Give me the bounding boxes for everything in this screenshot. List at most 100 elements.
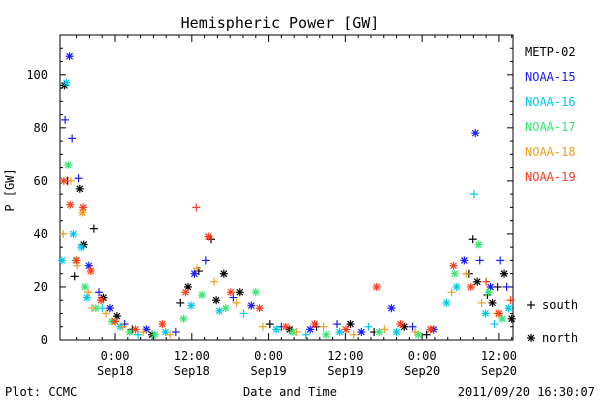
marker-stroke — [142, 325, 150, 333]
data-point-north — [57, 256, 66, 265]
data-point-south — [74, 174, 83, 183]
x-tick-date: Sep19 — [251, 364, 287, 378]
marker-stroke — [527, 334, 535, 342]
marker-legend: south north — [527, 298, 578, 345]
data-point-north — [400, 322, 409, 331]
marker-stroke — [482, 310, 489, 317]
x-tick-date: Sep20 — [481, 364, 517, 378]
data-point-north — [161, 328, 170, 337]
data-point-south — [95, 288, 104, 297]
data-point-south — [139, 328, 148, 337]
data-point-south — [462, 269, 471, 278]
data-point-north — [488, 298, 497, 307]
marker-stroke — [212, 296, 220, 304]
data-point-north — [396, 320, 405, 329]
data-point-north — [181, 288, 190, 297]
marker-stroke — [66, 201, 74, 209]
data-point-south — [477, 298, 486, 307]
marker-stroke — [471, 129, 479, 137]
data-point-south — [506, 296, 515, 305]
x-tick-time: 0:00 — [254, 349, 283, 363]
marker-stroke — [500, 270, 508, 278]
data-point-north — [235, 288, 244, 297]
data-point-south — [102, 309, 111, 318]
marker-stroke — [132, 325, 139, 333]
data-point-north — [507, 314, 516, 323]
marker-stroke — [222, 304, 230, 312]
marker-stroke — [453, 283, 461, 291]
data-point-south — [380, 325, 389, 334]
data-point-north — [466, 282, 475, 291]
marker-stroke — [485, 288, 493, 296]
marker-stroke — [393, 328, 400, 336]
marker-stroke — [375, 328, 383, 336]
data-point-north — [247, 301, 256, 310]
data-point-north — [80, 282, 89, 291]
data-point-south — [73, 261, 82, 270]
data-point-south — [192, 264, 201, 273]
data-point-north — [62, 78, 71, 87]
data-point-north — [310, 320, 319, 329]
x-tick-time: 0:00 — [101, 349, 130, 363]
data-point-north — [449, 261, 458, 270]
data-point-south — [292, 328, 301, 337]
x-axis-label: Date and Time — [243, 385, 337, 399]
data-point-north — [64, 160, 73, 169]
data-point-north — [198, 290, 207, 299]
data-point-north — [322, 330, 331, 339]
data-point-north — [474, 240, 483, 249]
marker-stroke — [252, 288, 260, 296]
data-point-south — [210, 277, 219, 286]
marker-stroke — [77, 243, 85, 251]
data-point-north — [82, 293, 91, 302]
y-axis-label: P [GW] — [3, 168, 17, 211]
data-point-south — [364, 322, 373, 331]
marker-stroke — [215, 307, 223, 315]
data-point-south — [319, 322, 328, 331]
y-tick-label: 40 — [34, 227, 48, 241]
data-point-north — [79, 203, 88, 212]
marker-stroke — [83, 294, 91, 301]
marker-stroke — [78, 209, 86, 217]
data-point-south — [490, 320, 499, 329]
data-point-north — [500, 269, 509, 278]
data-point-south — [61, 115, 70, 124]
marker-stroke — [58, 257, 66, 264]
marker-stroke — [81, 283, 89, 291]
data-point-south — [482, 277, 491, 286]
marker-stroke — [85, 262, 93, 270]
data-point-south — [475, 256, 484, 265]
marker-stroke — [272, 325, 280, 333]
data-point-south — [502, 282, 511, 291]
data-point-south — [411, 328, 420, 337]
x-axis-ticks: 0:00Sep1812:00Sep180:00Sep1912:00Sep190:… — [76, 35, 517, 378]
marker-stroke — [66, 52, 74, 60]
data-point-south — [70, 272, 79, 281]
plot-credit: Plot: CCMC — [5, 385, 77, 399]
data-point-south — [118, 322, 127, 331]
x-tick-date: Sep19 — [327, 364, 363, 378]
marker-stroke — [126, 328, 134, 336]
data-point-south — [59, 229, 68, 238]
marker-stroke — [76, 185, 84, 193]
data-point-south — [89, 224, 98, 233]
y-tick-label: 0 — [41, 333, 48, 347]
plot-frame — [59, 34, 514, 341]
data-point-north — [484, 288, 493, 297]
data-point-south — [84, 288, 93, 297]
data-point-south — [349, 330, 358, 339]
data-point-north — [212, 296, 221, 305]
data-point-south — [496, 256, 505, 265]
marker-stroke — [64, 161, 72, 169]
data-point-north — [77, 243, 86, 252]
data-point-south — [201, 256, 210, 265]
marker-stroke — [498, 315, 506, 323]
data-point-north — [460, 256, 469, 265]
data-point-north — [219, 269, 228, 278]
marker-stroke — [180, 315, 187, 323]
data-point-north — [494, 309, 503, 318]
data-point-north — [504, 304, 513, 313]
marker-stroke — [111, 318, 119, 325]
marker-stroke — [505, 304, 512, 312]
